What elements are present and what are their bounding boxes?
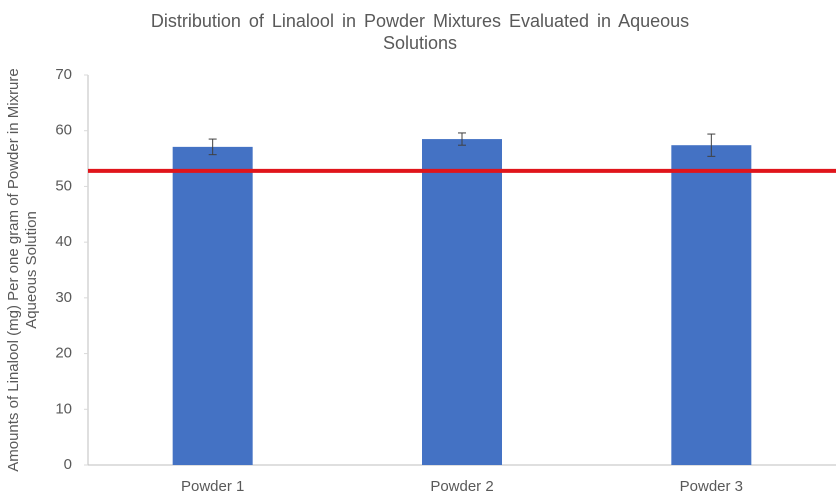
error-bar	[458, 132, 466, 146]
y-tick-label: 50	[55, 177, 72, 194]
y-tick-label: 30	[55, 289, 72, 306]
y-tick-label: 40	[55, 233, 72, 250]
x-tick-label: Powder 1	[181, 478, 244, 493]
y-axis-label: Amounts of Linalool (mg) Per one gram of…	[5, 68, 40, 472]
y-tick-label: 70	[55, 66, 72, 83]
bar	[671, 145, 752, 465]
x-tick-label: Powder 2	[430, 478, 493, 493]
chart-title: Distribution of Linalool in Powder Mixtu…	[150, 11, 690, 53]
bar	[172, 146, 253, 465]
y-tick-label: 0	[64, 456, 72, 473]
y-tick-label: 60	[55, 122, 72, 139]
bar	[422, 139, 502, 466]
y-tick-label: 10	[55, 400, 72, 417]
error-bar	[707, 133, 716, 157]
y-tick-label: 20	[55, 345, 72, 362]
error-bar	[208, 138, 217, 156]
x-tick-label: Powder 3	[680, 478, 743, 493]
